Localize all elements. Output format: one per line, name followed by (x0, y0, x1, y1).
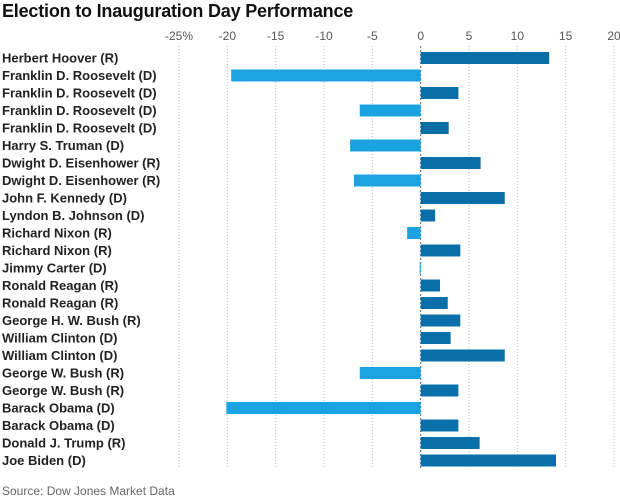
x-tick-label: 10 (511, 30, 525, 43)
category-label: John F. Kennedy (D) (2, 191, 127, 206)
category-label: Barack Obama (D) (2, 401, 115, 416)
bar (420, 122, 449, 134)
x-tick-label: -15 (267, 30, 285, 43)
category-label: William Clinton (D) (2, 348, 117, 363)
category-label: Jimmy Carter (D) (2, 261, 107, 276)
grid-layer (178, 46, 615, 469)
source-note: Source: Dow Jones Market Data (2, 484, 175, 498)
bar (420, 279, 440, 292)
bar (359, 104, 421, 117)
bar (420, 314, 461, 327)
category-label: Franklin D. Roosevelt (D) (2, 103, 157, 118)
category-label: Ronald Reagan (R) (2, 278, 118, 293)
bar (231, 69, 421, 82)
bar (359, 367, 421, 379)
category-label: Harry S. Truman (D) (2, 138, 124, 153)
category-label: Richard Nixon (R) (2, 226, 112, 241)
bar (420, 384, 459, 397)
category-label: Lyndon B. Johnson (D) (2, 208, 145, 223)
x-tick-label: 15 (559, 30, 573, 43)
bar (420, 349, 505, 362)
category-label: Barack Obama (D) (2, 418, 115, 433)
category-label: Ronald Reagan (R) (2, 296, 118, 311)
category-label: George W. Bush (R) (2, 366, 124, 381)
category-label: Franklin D. Roosevelt (D) (2, 86, 157, 101)
category-label: Dwight D. Eisenhower (R) (2, 156, 160, 171)
bar (420, 332, 451, 344)
bar (420, 297, 448, 309)
bar (420, 87, 459, 99)
bar-chart: -25% -20 -15 -10 -5 0 5 10 15 20 Herbert Hoover (… (0, 29, 620, 480)
category-label: Herbert Hoover (R) (2, 51, 118, 66)
x-tick-label: 20 (607, 30, 620, 43)
bar (420, 192, 505, 204)
bar (420, 157, 481, 169)
x-tick-label: 5 (466, 30, 473, 43)
bar (420, 437, 480, 449)
chart-title: Election to Inauguration Day Performance (2, 1, 354, 21)
x-axis-ticks: -25% -20 -15 -10 -5 0 5 10 15 20 (165, 29, 620, 43)
x-tick-label: -25% (165, 30, 193, 43)
bar (226, 402, 421, 414)
category-label: Franklin D. Roosevelt (D) (2, 121, 157, 136)
category-labels: Herbert Hoover (R) Franklin D. Roosevelt … (2, 51, 160, 469)
bar (419, 262, 421, 274)
bar (407, 227, 421, 239)
bar (420, 244, 461, 257)
bar (420, 419, 459, 432)
category-label: George H. W. Bush (R) (2, 313, 141, 328)
category-label: Richard Nixon (R) (2, 243, 112, 258)
category-label: Franklin D. Roosevelt (D) (2, 68, 157, 83)
category-label: Donald J. Trump (R) (2, 436, 126, 451)
category-label: Dwight D. Eisenhower (R) (2, 173, 160, 188)
bar (420, 209, 436, 222)
bars (226, 52, 556, 467)
category-label: Joe Biden (D) (2, 453, 86, 468)
category-label: George W. Bush (R) (2, 383, 124, 398)
chart-svg: -25% -20 -15 -10 -5 0 5 10 15 20 Herbert Hoover (… (2, 29, 620, 469)
x-tick-label: -20 (219, 30, 237, 43)
category-label: William Clinton (D) (2, 331, 117, 346)
x-tick-label: 0 (417, 30, 424, 43)
bar (353, 174, 421, 187)
bar (420, 454, 556, 467)
x-tick-label: -10 (315, 30, 333, 43)
x-tick-label: -5 (367, 30, 378, 43)
bar (350, 139, 421, 152)
bar (420, 52, 550, 64)
